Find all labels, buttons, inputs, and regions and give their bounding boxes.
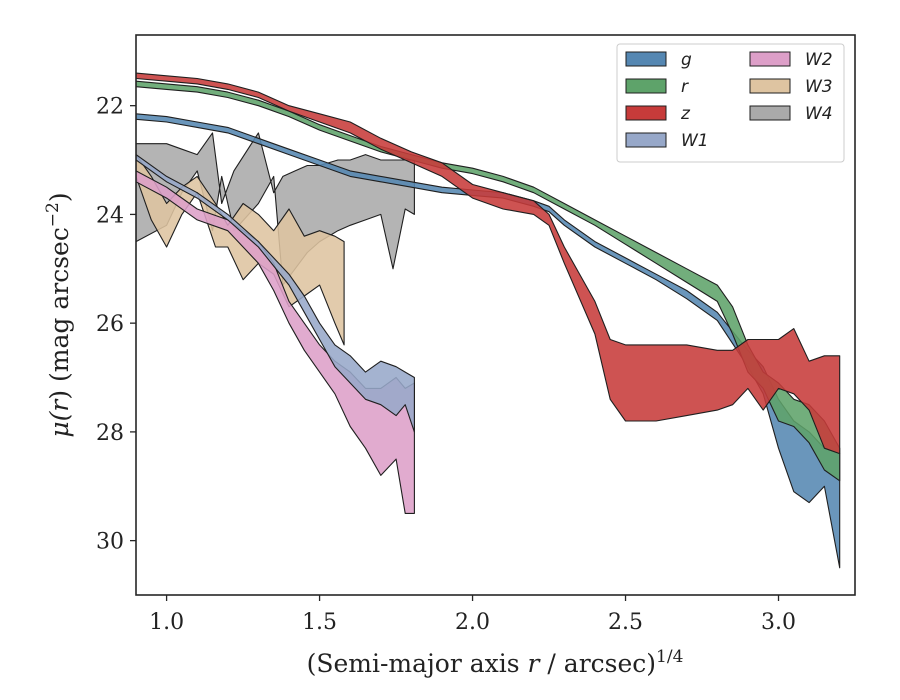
legend-label-w1: W1	[681, 131, 709, 151]
y-tick-label: 22	[96, 95, 124, 120]
legend-swatch-z	[625, 105, 667, 121]
legend: grz W1 W2 W3 W4	[616, 43, 845, 163]
legend-swatch-w4	[749, 105, 791, 121]
band-g	[136, 113, 841, 569]
y-tick-label: 26	[96, 312, 124, 337]
legend-label-w4: W4	[805, 104, 833, 124]
x-axis: 1.0 1.5 2.0 2.5 3.0	[149, 595, 796, 635]
x-tick-label: 2.5	[608, 610, 643, 635]
legend-swatch-g	[625, 51, 667, 67]
y-axis: 22 24 26 28 30	[96, 95, 136, 555]
band-z	[136, 72, 841, 455]
legend-frame	[616, 43, 845, 163]
legend-label-w2: W2	[805, 50, 833, 70]
x-tick-label: 3.0	[761, 610, 796, 635]
band-w2	[136, 170, 415, 514]
legend-swatch-r	[625, 78, 667, 94]
plot-frame	[135, 34, 856, 596]
legend-swatch-w2	[749, 51, 791, 67]
legend-label-w3: W3	[805, 77, 833, 97]
y-tick-label: 28	[96, 421, 124, 446]
x-tick-label: 1.5	[302, 610, 337, 635]
x-tick-label: 1.0	[149, 610, 184, 635]
legend-swatch-w1	[625, 132, 667, 148]
x-axis-label: (Semi-major axis r / arcsec)1/4	[307, 647, 684, 678]
legend-label-z: z	[680, 104, 691, 124]
series-layer	[136, 72, 841, 569]
y-axis-label: μ(r) (mag arcsec−2)	[43, 192, 74, 437]
y-tick-label: 24	[96, 203, 124, 228]
legend-label-r: r	[681, 77, 689, 97]
y-tick-label: 30	[96, 530, 124, 555]
band-w1	[136, 154, 415, 433]
legend-swatch-w3	[749, 78, 791, 94]
x-tick-label: 2.0	[455, 610, 490, 635]
legend-label-g: g	[681, 50, 692, 70]
